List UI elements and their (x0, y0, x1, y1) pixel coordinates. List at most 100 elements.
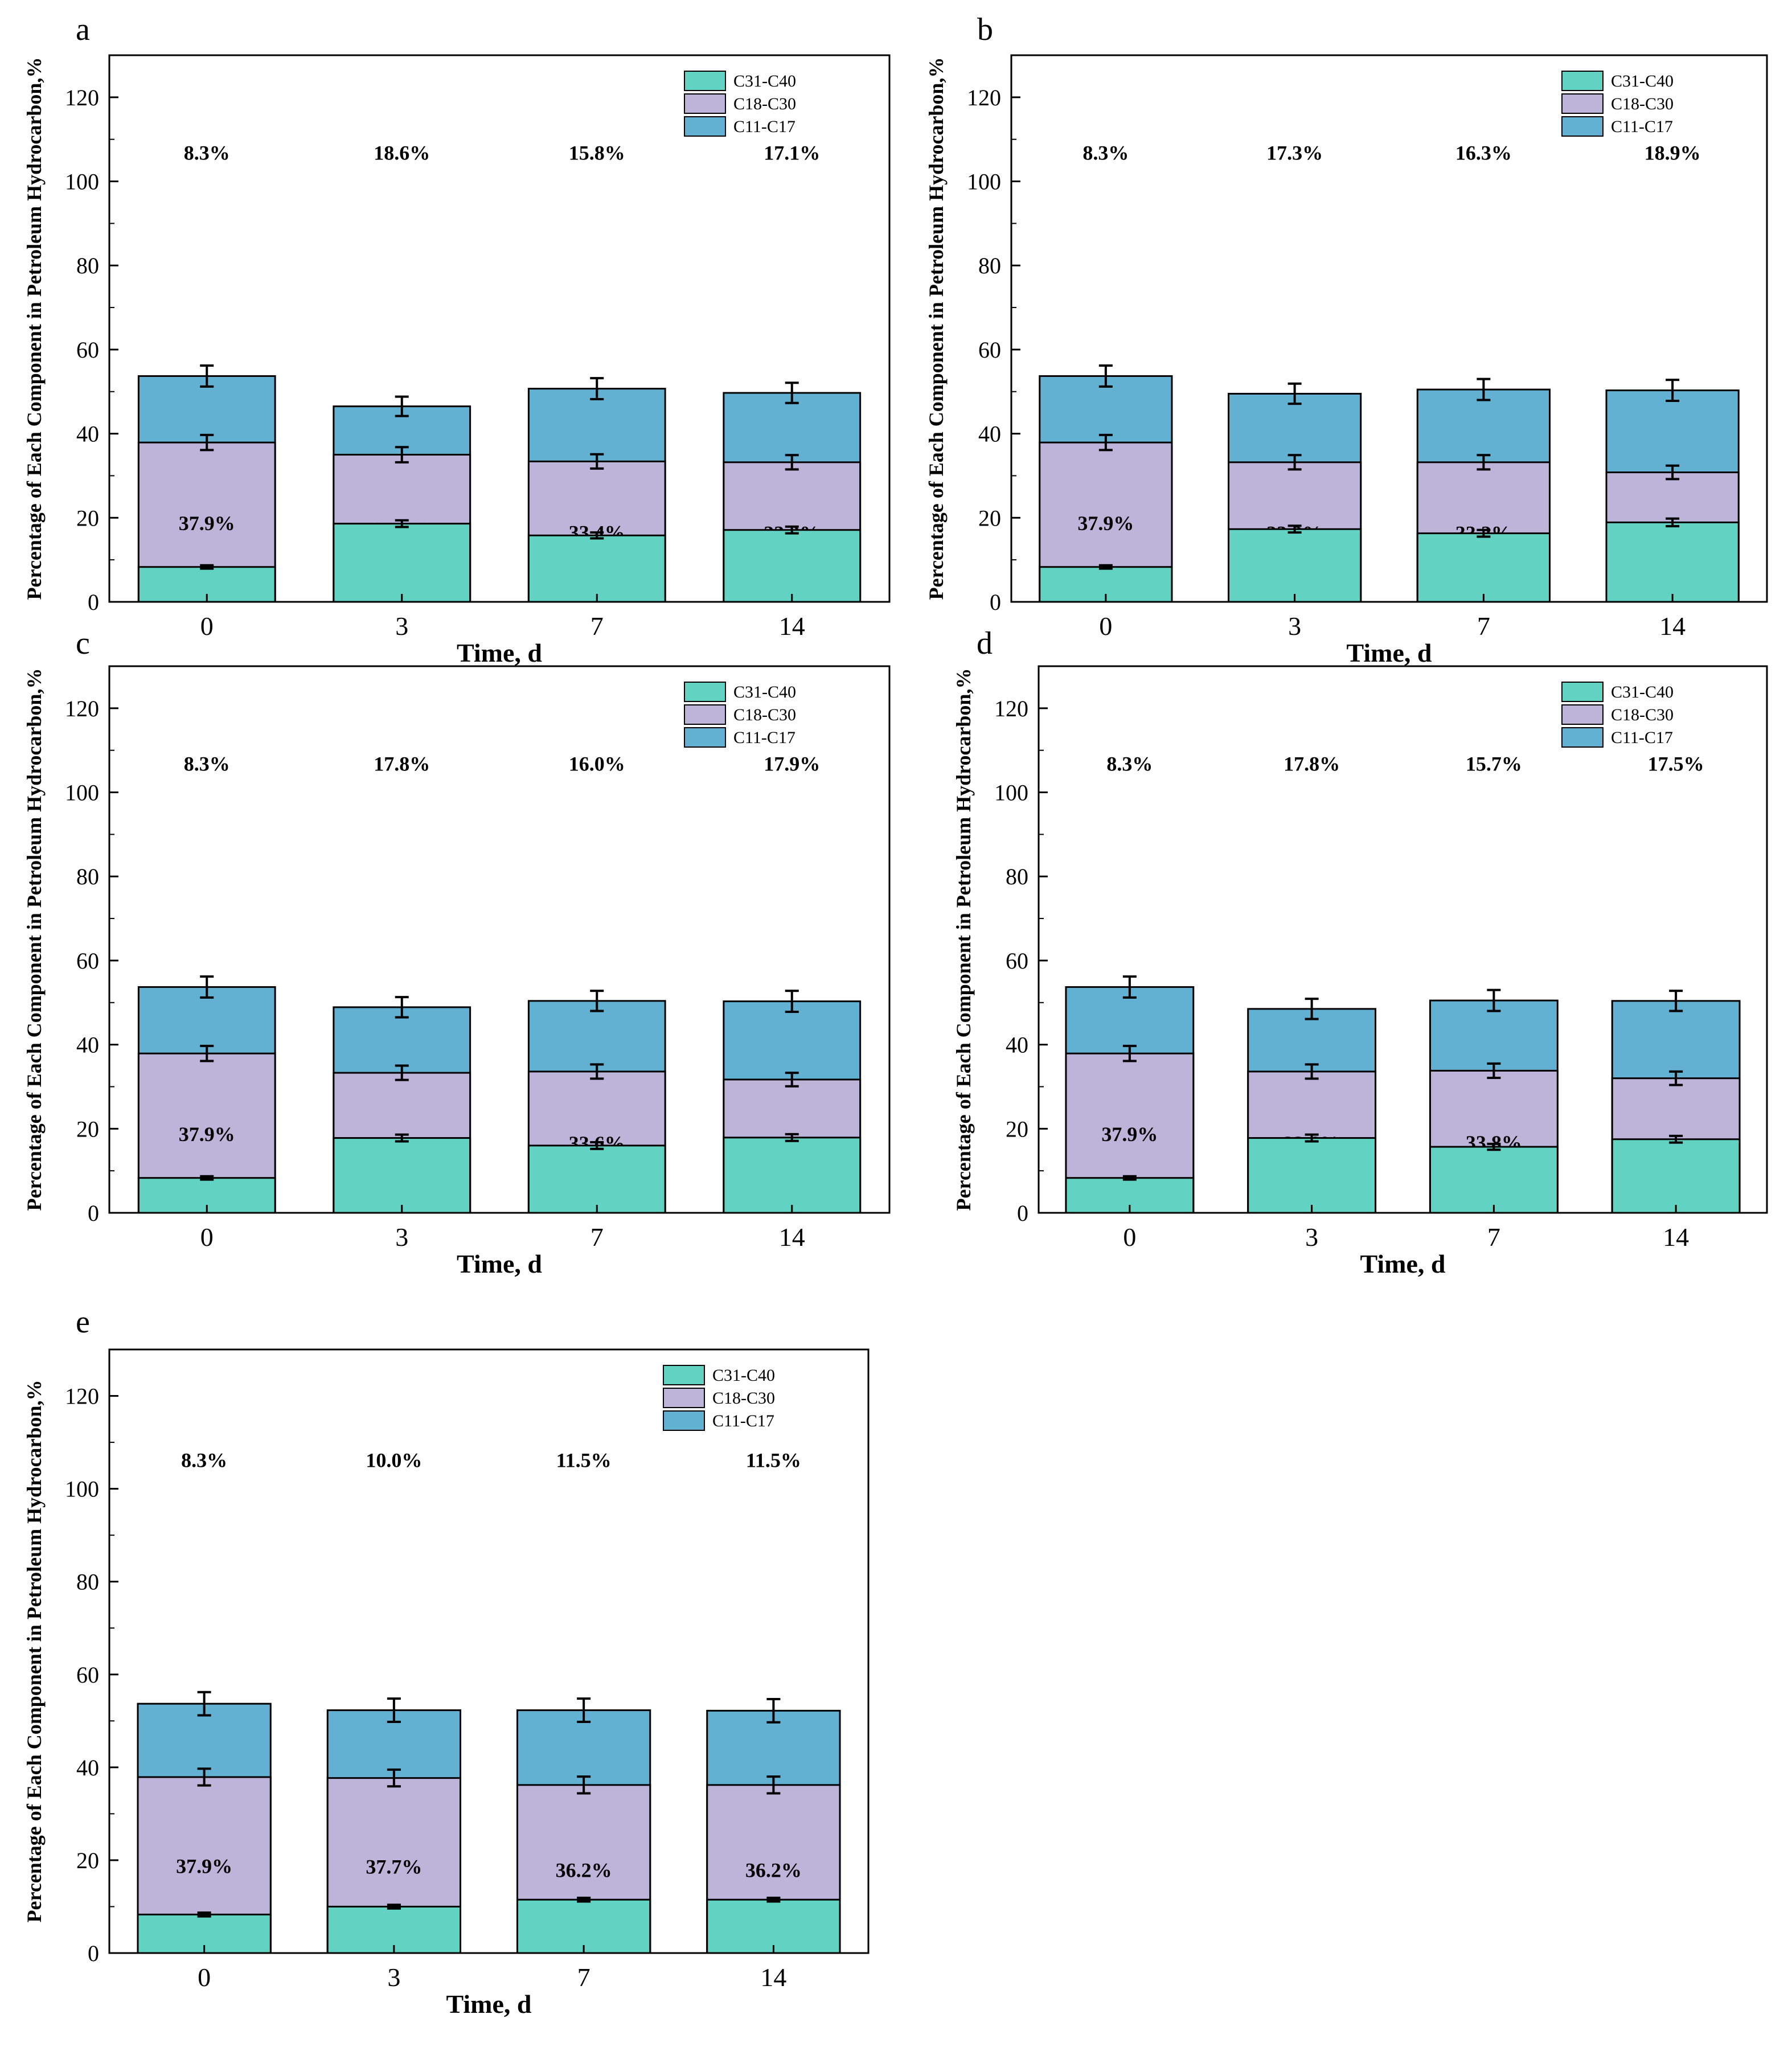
data-label: 37.9% (176, 1855, 232, 1877)
x-axis-label: Time, d (1360, 1249, 1446, 1278)
plot-frame (108, 665, 891, 1214)
x-axis-label: Time, d (446, 1989, 532, 2019)
legend-swatch-c18-c30 (684, 93, 726, 114)
y-tick-label: 60 (1006, 948, 1028, 974)
data-label: 17.5% (1648, 753, 1704, 776)
data-label: 17.3% (1266, 142, 1323, 165)
x-tick-label: 0 (1099, 612, 1112, 641)
x-tick-label: 0 (1123, 1223, 1136, 1252)
y-tick-label: 120 (994, 696, 1028, 721)
y-tick-label: 20 (1006, 1116, 1028, 1142)
y-tick-label: 60 (978, 337, 1001, 363)
x-tick-label: 0 (200, 1223, 214, 1252)
y-tick-label: 120 (65, 85, 99, 110)
y-axis-label: Percentage of Each Component in Petroleu… (23, 1380, 46, 1923)
y-tick-label: 80 (978, 253, 1001, 278)
legend: C31-C40 C18-C30 C11-C17 (1561, 682, 1674, 748)
y-tick-label: 80 (76, 1569, 99, 1595)
y-tick-label: 120 (65, 696, 99, 721)
data-label: 37.9% (179, 512, 235, 535)
data-label: 37.9% (1077, 512, 1134, 535)
x-tick-label: 14 (779, 1223, 805, 1252)
x-tick-label: 3 (395, 1223, 408, 1252)
x-tick-label: 3 (1305, 1223, 1318, 1252)
y-tick-label: 120 (967, 85, 1001, 110)
data-label: 17.8% (374, 753, 430, 776)
legend-label: C11-C17 (712, 1412, 774, 1430)
y-tick-label: 60 (76, 337, 99, 363)
panel-letter: d (977, 626, 993, 661)
y-axis-label: Percentage of Each Component in Petroleu… (23, 58, 46, 600)
panel-letter: e (76, 1304, 90, 1340)
bar-segment-c31-c40-14 (1605, 521, 1740, 603)
y-tick-label: 100 (994, 780, 1028, 806)
y-tick-label: 40 (978, 421, 1001, 447)
bar-segment-c31-c40-14 (706, 1898, 841, 1954)
legend-swatch-c31-c40 (1561, 682, 1604, 702)
y-tick-label: 0 (88, 1200, 99, 1226)
data-label: 15.7% (1466, 753, 1522, 776)
bar-segment-c31-c40-3 (333, 523, 471, 603)
panel-letter: b (977, 12, 993, 47)
legend-swatch-c31-c40 (684, 682, 726, 702)
legend-swatch-c11-c17 (684, 116, 726, 137)
x-tick-label: 0 (198, 1963, 211, 1992)
plot-frame (1010, 54, 1768, 603)
data-label: 8.3% (184, 753, 230, 776)
legend-label: C31-C40 (733, 683, 796, 702)
y-tick-label: 120 (65, 1384, 99, 1409)
y-tick-label: 0 (88, 589, 99, 615)
data-label: 37.9% (1101, 1123, 1158, 1146)
y-tick-label: 100 (65, 780, 99, 806)
y-tick-label: 40 (76, 1755, 99, 1781)
bar-segment-c31-c40-3 (1228, 528, 1362, 603)
y-tick-label: 60 (76, 1662, 99, 1688)
x-axis-label: Time, d (1347, 638, 1432, 667)
data-label: 15.8% (569, 142, 625, 165)
y-tick-label: 0 (1017, 1200, 1028, 1226)
legend-swatch-c18-c30 (1561, 704, 1604, 725)
x-tick-label: 7 (591, 1223, 604, 1252)
legend-swatch-c31-c40 (663, 1365, 705, 1385)
legend-label: C11-C17 (733, 117, 795, 136)
chart-panel-d: d 0 20 40 60 80 100 120 Percentage of Each Compo… (952, 626, 1768, 1278)
chart-panel-e: e 0 20 40 60 80 100 120 Percentage of Each Compo… (23, 1304, 870, 2019)
y-tick-label: 100 (65, 169, 99, 195)
legend-label: C31-C40 (1611, 683, 1674, 702)
legend-swatch-c11-c17 (1561, 116, 1604, 137)
x-tick-label: 7 (577, 1963, 591, 1992)
legend-label: C31-C40 (733, 72, 796, 91)
bar-segment-c31-c40-7 (527, 534, 666, 603)
y-tick-label: 60 (76, 948, 99, 974)
y-tick-label: 100 (65, 1476, 99, 1502)
legend: C31-C40 C18-C30 C11-C17 (663, 1365, 775, 1431)
data-label: 8.3% (1082, 142, 1129, 165)
data-label: 17.1% (764, 142, 820, 165)
legend-label: C18-C30 (712, 1389, 775, 1408)
bar-segment-c31-c40-7 (1416, 532, 1551, 603)
data-label: 36.2% (556, 1859, 612, 1881)
data-label: 10.0% (366, 1449, 422, 1472)
legend-swatch-c11-c17 (1561, 727, 1604, 748)
x-tick-label: 0 (200, 612, 214, 641)
data-label: 36.2% (745, 1859, 802, 1881)
x-tick-label: 7 (591, 612, 604, 641)
legend-label: C18-C30 (733, 705, 796, 724)
y-tick-label: 80 (76, 253, 99, 278)
data-label: 17.9% (764, 753, 820, 776)
x-tick-label: 3 (1288, 612, 1301, 641)
bar-segment-c31-c40-7 (516, 1898, 651, 1954)
chart-panel-c: c 0 20 40 60 80 100 120 Percentage of Each Compo… (23, 626, 891, 1278)
y-tick-label: 0 (88, 1941, 99, 1966)
y-tick-label: 0 (990, 589, 1001, 615)
y-tick-label: 80 (76, 864, 99, 889)
y-axis-label: Percentage of Each Component in Petroleu… (925, 58, 948, 600)
legend-label: C11-C17 (1611, 728, 1673, 747)
plot-frame (1038, 665, 1768, 1214)
legend-swatch-c31-c40 (1561, 71, 1604, 91)
plot-frame (108, 54, 891, 603)
bar-segment-c31-c40-14 (723, 529, 862, 603)
legend-swatch-c18-c30 (684, 704, 726, 725)
bar-segment-c31-c40-14 (1611, 1138, 1741, 1214)
